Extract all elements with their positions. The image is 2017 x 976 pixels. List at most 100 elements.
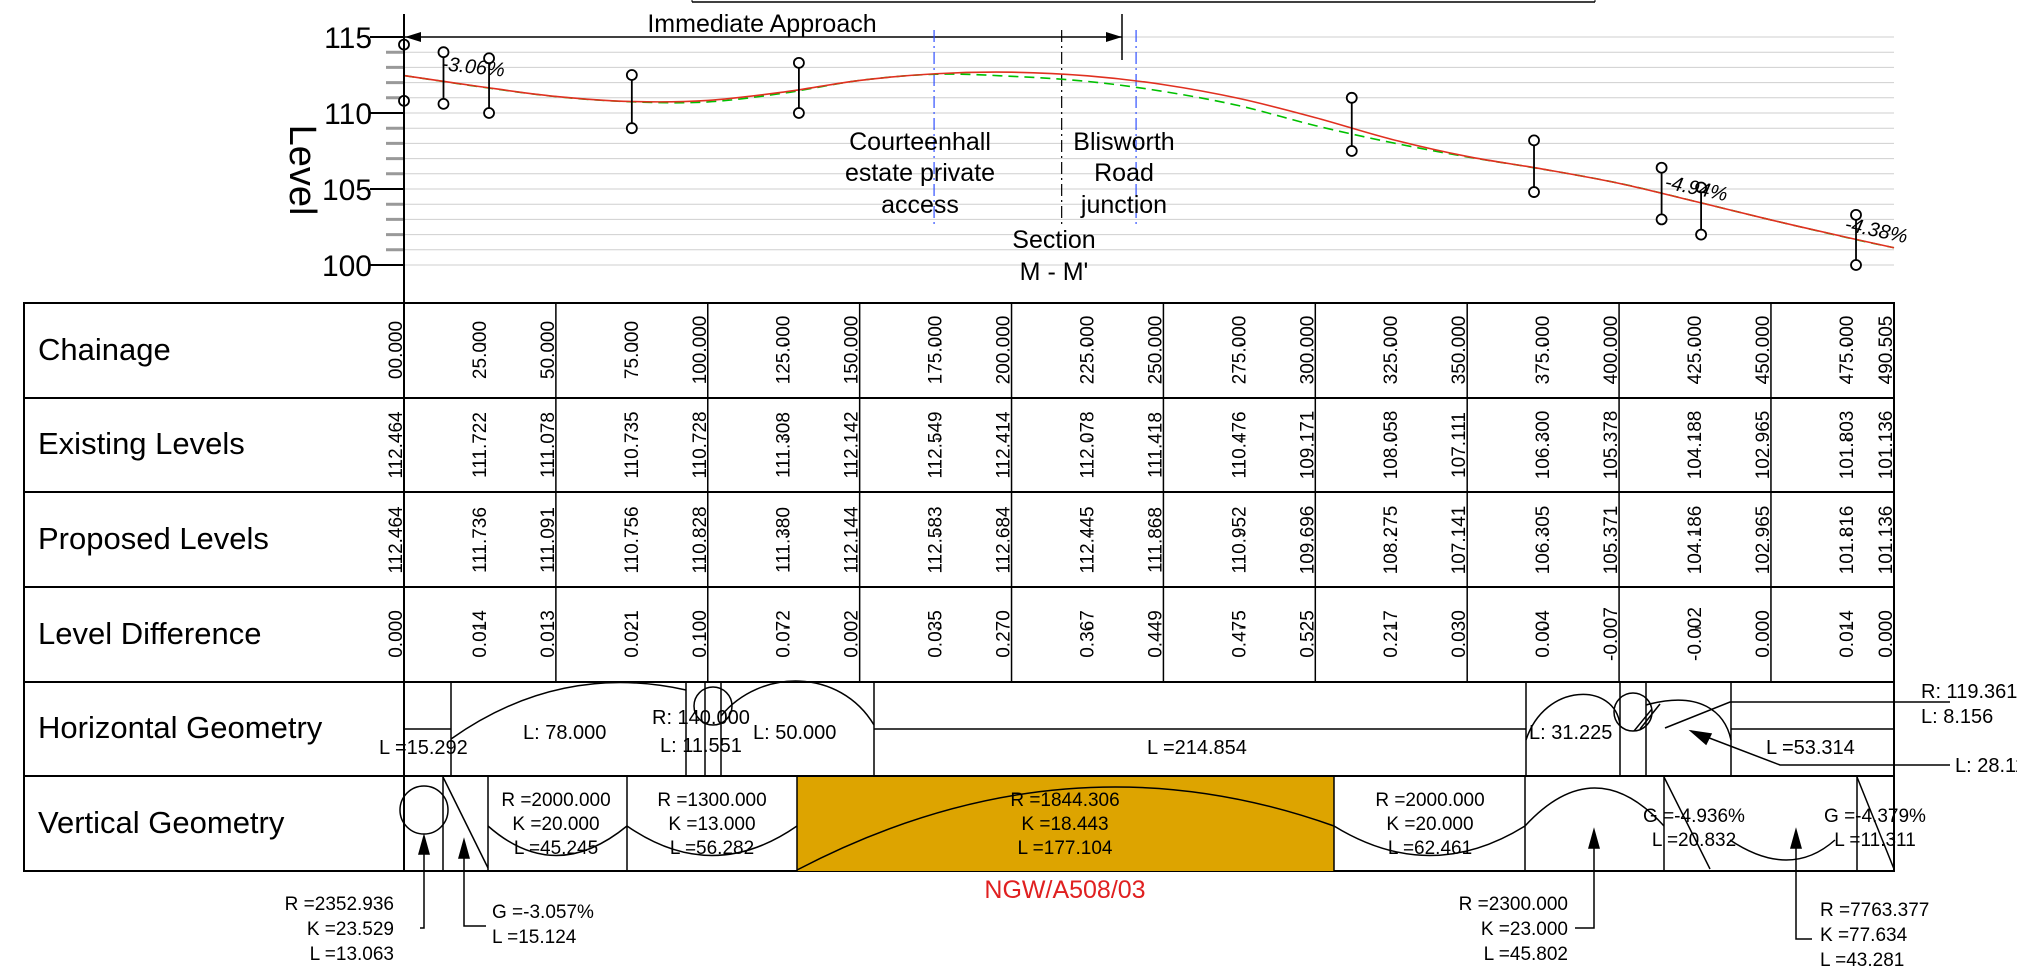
immediate-approach-label: Immediate Approach bbox=[647, 10, 876, 38]
level-tick-top-1 bbox=[437, 46, 450, 59]
vgeo-c1-r: R =2000.000 bbox=[501, 790, 610, 811]
chainage-value-10: 250.000 bbox=[1145, 316, 1166, 385]
level-tick-top-3 bbox=[625, 69, 638, 81]
vgeo-c4-r: R =2000.000 bbox=[1375, 790, 1484, 811]
chainage-value-14: 350.000 bbox=[1449, 316, 1470, 385]
vgeo-below4-k: K =77.634 bbox=[1820, 925, 1908, 946]
level-tick-top-8 bbox=[1695, 181, 1707, 194]
difference-value-13: 0.217 bbox=[1381, 610, 1402, 658]
proposed-value-20: 101.136 bbox=[1876, 506, 1897, 575]
chainage-value-7: 175.000 bbox=[926, 316, 947, 385]
hgeo-l1: L =15.292 bbox=[379, 737, 468, 759]
immediate-approach-arrow bbox=[405, 14, 1123, 60]
chainage-value-6: 150.000 bbox=[842, 316, 863, 385]
proposed-value-12: 109.696 bbox=[1297, 506, 1318, 575]
chainage-value-9: 225.000 bbox=[1077, 316, 1098, 385]
drawing-reference: NGW/A508/03 bbox=[984, 876, 1145, 904]
proposed-value-4: 110.828 bbox=[690, 506, 711, 573]
existing-value-1: 111.722 bbox=[470, 412, 491, 478]
existing-value-0: 112.464 bbox=[386, 411, 407, 479]
hgeo-callout-r: R: 119.361 bbox=[1921, 681, 2017, 703]
proposed-value-13: 108.275 bbox=[1381, 506, 1402, 575]
difference-value-11: 0.475 bbox=[1229, 610, 1250, 658]
level-tick-top-9 bbox=[1850, 208, 1862, 221]
row-header-vertical: Vertical Geometry bbox=[38, 805, 285, 840]
difference-value-0: 0.000 bbox=[386, 610, 407, 658]
level-profile-proposed_values bbox=[403, 71, 1895, 249]
courteenhall-line-1: Courteenhall bbox=[849, 128, 991, 156]
level-tick-top-6 bbox=[1528, 134, 1540, 147]
vgeo-c3-l: L =177.104 bbox=[1018, 838, 1113, 859]
row-header-existing: Existing Levels bbox=[38, 426, 245, 461]
level-tick-bottom-5 bbox=[1345, 145, 1358, 157]
hgeo-callout-l2: L: 28.113 bbox=[1955, 755, 2017, 777]
proposed-value-10: 111.868 bbox=[1145, 507, 1166, 573]
proposed-value-19: 101.816 bbox=[1837, 506, 1858, 575]
vgeo-below3-k: K =23.000 bbox=[1481, 919, 1568, 940]
chainage-value-17: 425.000 bbox=[1685, 316, 1706, 385]
difference-value-7: 0.035 bbox=[926, 610, 947, 658]
existing-value-3: 110.735 bbox=[622, 411, 643, 478]
proposed-value-8: 112.684 bbox=[994, 506, 1015, 574]
vgeo-c1-l: L =45.245 bbox=[514, 838, 598, 859]
table-column-lines bbox=[555, 303, 1772, 682]
existing-value-11: 110.476 bbox=[1229, 411, 1250, 478]
vgeo-c4-k: K =20.000 bbox=[1386, 814, 1473, 835]
difference-value-4: 0.100 bbox=[690, 610, 711, 658]
row-header-chainage: Chainage bbox=[38, 332, 171, 367]
gradient-label-end: -4.38% bbox=[1843, 213, 1910, 248]
vgeo-c1-k: K =20.000 bbox=[512, 814, 599, 835]
courteenhall-line-2: estate private bbox=[845, 159, 995, 187]
vgeo-g1-g: G =-4.936% bbox=[1643, 806, 1745, 827]
proposed-value-14: 107.141 bbox=[1449, 506, 1470, 575]
proposed-value-18: 102.965 bbox=[1753, 506, 1774, 575]
y-tick-100: 100 bbox=[322, 250, 372, 283]
data-table bbox=[23, 302, 1895, 872]
chainage-value-1: 25.000 bbox=[470, 321, 491, 379]
chainage-value-11: 275.000 bbox=[1229, 316, 1250, 385]
existing-value-16: 105.378 bbox=[1601, 411, 1622, 480]
profile-plot: Immediate Approach 115 110 105 100 Level… bbox=[281, 0, 1910, 312]
proposed-value-11: 110.952 bbox=[1229, 506, 1250, 573]
proposed-value-0: 112.464 bbox=[386, 506, 407, 574]
vgeo-below3-l: L =45.802 bbox=[1484, 944, 1568, 965]
chainage-value-8: 200.000 bbox=[994, 316, 1015, 385]
proposed-value-17: 104.186 bbox=[1685, 506, 1706, 575]
difference-value-15: 0.004 bbox=[1533, 610, 1554, 658]
level-tick-bottom-7 bbox=[1655, 213, 1668, 226]
existing-value-12: 109.171 bbox=[1297, 411, 1318, 480]
chainage-value-4: 100.000 bbox=[690, 316, 711, 385]
vgeo-c3-k: K =18.443 bbox=[1021, 814, 1108, 835]
difference-value-1: 0.014 bbox=[470, 610, 491, 658]
proposed-value-6: 112.144 bbox=[842, 506, 863, 574]
chainage-value-0: 00.000 bbox=[386, 321, 407, 379]
vgeo-c3-r: R =1844.306 bbox=[1010, 790, 1119, 811]
level-tick-bottom-9 bbox=[1850, 259, 1862, 271]
vgeo-g2-l: L =11.311 bbox=[1834, 830, 1916, 851]
existing-value-9: 112.078 bbox=[1077, 411, 1098, 478]
proposed-value-1: 111.736 bbox=[470, 507, 491, 573]
existing-value-18: 102.965 bbox=[1753, 411, 1774, 480]
existing-value-15: 106.300 bbox=[1533, 411, 1554, 480]
difference-value-20: 0.000 bbox=[1876, 610, 1897, 658]
level-axis-minor-ticks bbox=[370, 36, 404, 266]
proposed-value-16: 105.371 bbox=[1601, 506, 1622, 575]
section-label: Section M - M' bbox=[1012, 226, 1095, 286]
difference-value-8: 0.270 bbox=[994, 610, 1015, 658]
difference-value-14: 0.030 bbox=[1449, 610, 1470, 658]
courteenhall-line-3: access bbox=[881, 191, 959, 219]
level-profiles bbox=[403, 71, 1895, 249]
proposed-value-2: 111.091 bbox=[538, 507, 559, 573]
hgeo-l2: L: 78.000 bbox=[523, 722, 606, 744]
existing-value-19: 101.803 bbox=[1837, 411, 1858, 480]
row-headers: Chainage Existing Levels Proposed Levels… bbox=[38, 332, 323, 840]
level-tick-bottom-1 bbox=[437, 97, 450, 110]
y-tick-115: 115 bbox=[324, 22, 372, 55]
chainage-value-2: 50.000 bbox=[538, 321, 559, 379]
hgeo-l4: L: 50.000 bbox=[753, 722, 836, 744]
existing-value-2: 111.078 bbox=[538, 412, 559, 478]
existing-value-14: 107.111 bbox=[1449, 412, 1470, 478]
level-tick-top-7 bbox=[1655, 161, 1668, 174]
existing-value-4: 110.728 bbox=[690, 411, 711, 478]
row-header-difference: Level Difference bbox=[38, 616, 261, 651]
